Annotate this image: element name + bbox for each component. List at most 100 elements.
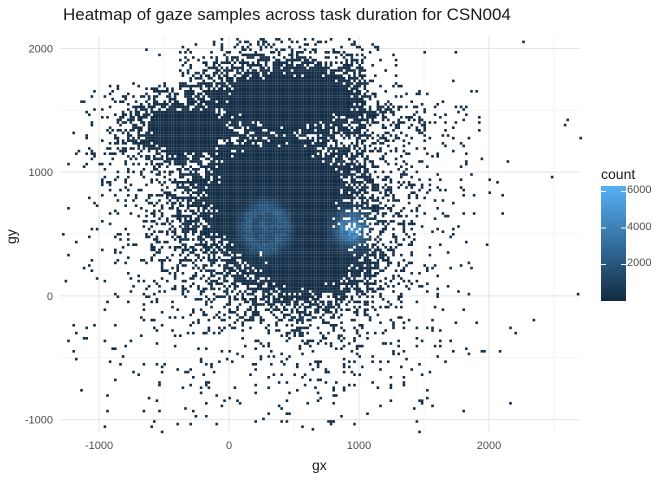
heatmap-cell <box>298 160 302 163</box>
heatmap-cell <box>212 191 216 194</box>
heatmap-cell <box>189 217 192 220</box>
heatmap-cell <box>101 162 104 166</box>
heatmap-cell <box>210 152 213 155</box>
heatmap-cell <box>277 279 281 283</box>
heatmap-cell <box>158 285 161 288</box>
heatmap-cell <box>241 95 244 98</box>
heatmap-cell <box>155 116 159 119</box>
heatmap-cell <box>215 61 218 64</box>
heatmap-cell <box>249 204 252 207</box>
heatmap-cell <box>150 233 153 236</box>
heatmap-cell <box>290 51 294 54</box>
heatmap-cell <box>262 84 265 88</box>
heatmap-cell <box>231 105 234 109</box>
heatmap-cell <box>231 183 234 187</box>
heatmap-cell <box>296 77 299 80</box>
heatmap-cell <box>288 188 291 192</box>
heatmap-cell <box>275 194 278 197</box>
heatmap-cell <box>238 266 242 270</box>
heatmap-cell <box>147 295 151 298</box>
heatmap-cell <box>205 69 208 72</box>
heatmap-cell <box>223 285 226 288</box>
heatmap-cell <box>231 225 234 228</box>
heatmap-cell <box>158 209 161 213</box>
heatmap-cell <box>236 69 239 72</box>
heatmap-cell <box>236 126 239 129</box>
heatmap-cell <box>238 186 242 189</box>
heatmap-cell <box>277 168 281 171</box>
heatmap-cell <box>158 199 161 202</box>
heatmap-cell <box>233 181 237 184</box>
heatmap-cell <box>153 126 156 129</box>
heatmap-cell <box>212 316 216 319</box>
heatmap-cell <box>231 58 234 62</box>
heatmap-cell <box>264 243 268 246</box>
heatmap-cell <box>303 311 307 314</box>
heatmap-cell <box>189 113 192 116</box>
heatmap-cell <box>290 87 294 90</box>
heatmap-cell <box>264 121 268 124</box>
heatmap-cell <box>296 58 299 62</box>
heatmap-cell <box>220 191 224 194</box>
heatmap-cell <box>88 264 91 267</box>
heatmap-cell <box>298 108 302 111</box>
heatmap-cell <box>259 58 263 62</box>
heatmap-cell <box>262 201 265 205</box>
heatmap-cell <box>218 113 221 116</box>
heatmap-cell <box>212 129 216 132</box>
heatmap-cell <box>186 126 190 129</box>
heatmap-cell <box>186 225 190 228</box>
heatmap-cell <box>272 100 276 103</box>
heatmap-cell <box>202 199 205 202</box>
heatmap-cell <box>233 123 237 127</box>
heatmap-cell <box>173 92 177 96</box>
heatmap-cell <box>220 162 224 166</box>
heatmap-cell <box>205 191 208 194</box>
heatmap-cell <box>262 110 265 114</box>
heatmap-cell <box>184 142 187 145</box>
heatmap-cell <box>270 217 273 220</box>
heatmap-cell <box>254 311 257 314</box>
heatmap-cell <box>241 74 244 77</box>
heatmap-cell <box>277 238 281 241</box>
heatmap-cell <box>257 103 260 106</box>
heatmap-cell <box>189 90 192 93</box>
heatmap-cell <box>303 103 307 106</box>
heatmap-cell <box>129 110 133 114</box>
heatmap-cell <box>257 256 260 259</box>
heatmap-cell <box>181 272 185 275</box>
heatmap-cell <box>301 196 304 200</box>
heatmap-cell <box>197 178 200 181</box>
heatmap-cell <box>150 121 153 124</box>
heatmap-cell <box>246 71 250 75</box>
heatmap-cell <box>251 214 255 218</box>
heatmap-cell <box>194 191 198 194</box>
heatmap-cell <box>267 212 270 215</box>
heatmap-cell <box>303 264 307 267</box>
heatmap-cell <box>251 100 255 103</box>
heatmap-cell <box>171 329 174 332</box>
heatmap-cell <box>303 157 307 161</box>
heatmap-cell <box>290 282 294 285</box>
heatmap-cell <box>277 95 281 98</box>
heatmap-cell <box>181 251 185 254</box>
heatmap-cell <box>132 142 135 145</box>
heatmap-cell <box>262 152 265 155</box>
heatmap-cell <box>108 188 112 192</box>
heatmap-cell <box>264 168 268 171</box>
heatmap-cell <box>238 136 242 140</box>
heatmap-cell <box>218 87 221 90</box>
heatmap-cell <box>293 160 296 163</box>
heatmap-cell <box>194 178 198 181</box>
heatmap-cell <box>160 149 164 153</box>
heatmap-cell <box>171 287 174 291</box>
heatmap-cell <box>231 123 234 127</box>
heatmap-cell <box>288 355 291 358</box>
heatmap-cell <box>189 77 192 80</box>
heatmap-cell <box>189 246 192 249</box>
heatmap-cell <box>296 170 299 174</box>
heatmap-cell <box>241 45 244 49</box>
heatmap-cell <box>298 272 302 275</box>
heatmap-cell <box>186 290 190 293</box>
heatmap-cell <box>241 87 244 90</box>
